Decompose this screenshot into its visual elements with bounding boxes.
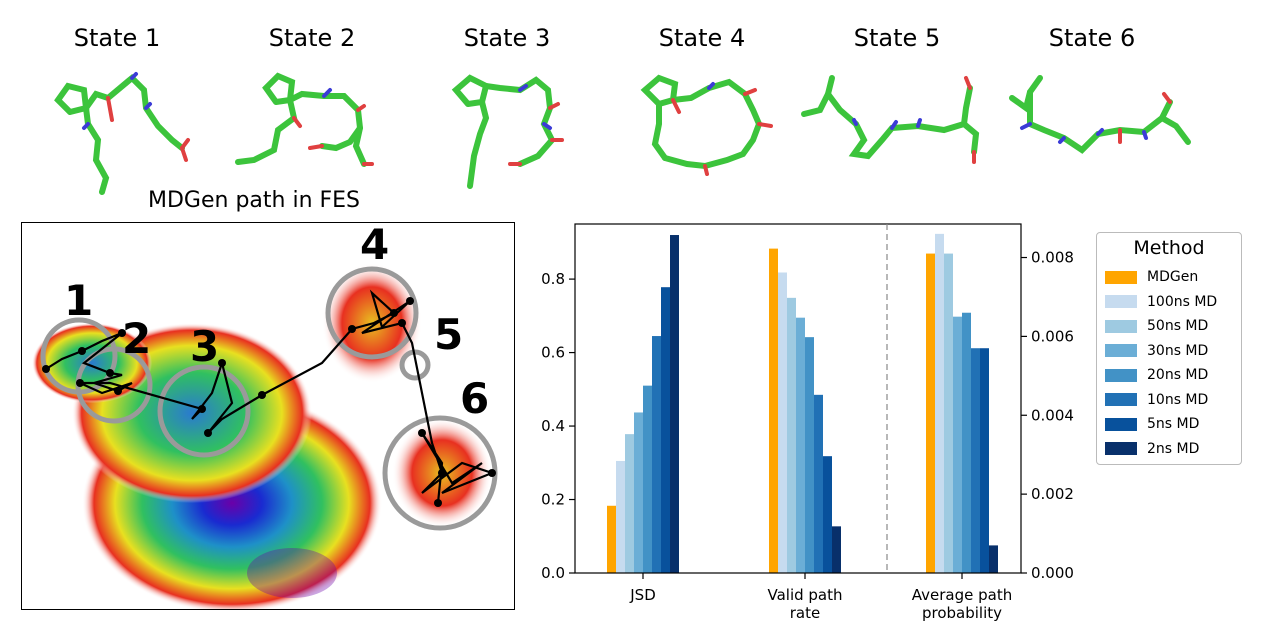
legend-swatch bbox=[1105, 442, 1137, 455]
left-tick-label: 0.8 bbox=[541, 270, 565, 288]
bar-50ns-md-2 bbox=[944, 253, 953, 573]
bar-2ns-md-0 bbox=[670, 235, 679, 573]
legend-swatch bbox=[1105, 368, 1137, 382]
legend-label: 10ns MD bbox=[1147, 391, 1209, 408]
bar-30ns-md-0 bbox=[634, 412, 643, 573]
molecule-state-4 bbox=[640, 74, 773, 176]
bar-5ns-md-2 bbox=[980, 348, 989, 573]
legend-label: 5ns MD bbox=[1147, 416, 1200, 432]
bar-100ns-md-1 bbox=[778, 272, 787, 573]
left-tick-label: 0.0 bbox=[541, 564, 565, 582]
bar-2ns-md-1 bbox=[832, 526, 841, 573]
left-tick-label: 0.2 bbox=[541, 491, 565, 509]
state-4-label: State 4 bbox=[658, 24, 746, 52]
legend-label: 100ns MD bbox=[1147, 293, 1218, 310]
bar-group bbox=[607, 233, 998, 573]
legend-item: MDGen bbox=[1105, 269, 1198, 285]
state-1-label: State 1 bbox=[73, 24, 161, 52]
right-tick-label: 0.006 bbox=[1031, 327, 1074, 345]
bar-30ns-md-1 bbox=[796, 317, 805, 573]
legend-item: 2ns MD bbox=[1105, 441, 1199, 457]
right-tick-label: 0.000 bbox=[1031, 564, 1074, 582]
bar-mdgen-0 bbox=[607, 505, 616, 573]
state-2-label: State 2 bbox=[268, 24, 356, 52]
category-label: JSD bbox=[629, 586, 656, 604]
fes-label-1: 1 bbox=[64, 276, 93, 325]
right-tick-label: 0.002 bbox=[1031, 485, 1074, 503]
path-points bbox=[42, 297, 496, 507]
fes-label-4: 4 bbox=[360, 223, 389, 269]
legend-swatch bbox=[1105, 344, 1137, 357]
fes-label-3: 3 bbox=[190, 322, 219, 371]
bar-5ns-md-1 bbox=[823, 456, 832, 573]
bar-50ns-md-0 bbox=[625, 434, 634, 573]
category-label: Average path bbox=[912, 586, 1012, 604]
bar-10ns-md-2 bbox=[971, 348, 980, 573]
fes-panel: 1 2 3 4 5 6 bbox=[21, 222, 515, 610]
fes-label-6: 6 bbox=[460, 374, 489, 423]
legend-swatch bbox=[1105, 270, 1137, 284]
category-label: probability bbox=[922, 604, 1002, 622]
bar-20ns-md-2 bbox=[962, 312, 971, 573]
legend-swatch bbox=[1105, 417, 1137, 431]
fes-landscape bbox=[32, 263, 492, 609]
molecule-state-1 bbox=[54, 72, 190, 195]
bar-mdgen-2 bbox=[926, 253, 935, 573]
bar-50ns-md-1 bbox=[787, 297, 796, 573]
fes-plot: 1 2 3 4 5 6 bbox=[32, 223, 498, 609]
legend-label: 2ns MD bbox=[1147, 440, 1200, 457]
legend-label: MDGen bbox=[1147, 269, 1199, 285]
left-axis-ticks: 0.0 0.2 0.4 0.6 0.8 bbox=[541, 270, 575, 582]
bar-mdgen-1 bbox=[769, 248, 778, 573]
state-6-label: State 6 bbox=[1048, 24, 1136, 52]
molecule-state-2 bbox=[235, 72, 374, 167]
fes-title: MDGen path in FES bbox=[148, 188, 361, 213]
mdgen-path bbox=[45, 289, 496, 504]
left-tick-label: 0.6 bbox=[541, 344, 565, 362]
molecule-state-5 bbox=[801, 75, 980, 164]
molecule-state-6 bbox=[1009, 75, 1191, 154]
bar-20ns-md-0 bbox=[643, 385, 652, 573]
state-5-label: State 5 bbox=[853, 24, 941, 52]
chart-axes bbox=[574, 223, 1022, 574]
legend-item: 10ns MD bbox=[1105, 392, 1208, 408]
legend-item: 30ns MD bbox=[1105, 343, 1208, 359]
fes-label-2: 2 bbox=[122, 314, 151, 363]
right-axis-ticks: 0.000 0.002 0.004 0.006 0.008 bbox=[1021, 249, 1074, 582]
category-label: rate bbox=[790, 604, 820, 622]
category-label: Valid path bbox=[767, 586, 842, 604]
bar-2ns-md-2 bbox=[989, 545, 998, 573]
legend-item: 5ns MD bbox=[1105, 416, 1199, 432]
legend-swatch bbox=[1105, 319, 1137, 333]
molecule-state-3 bbox=[451, 74, 564, 189]
legend-item: 100ns MD bbox=[1105, 294, 1217, 310]
legend-label: 30ns MD bbox=[1147, 342, 1209, 359]
right-tick-label: 0.008 bbox=[1031, 249, 1074, 267]
left-tick-label: 0.4 bbox=[541, 417, 565, 435]
legend-label: 50ns MD bbox=[1147, 318, 1209, 334]
bar-chart: 0.00.20.40.60.8 0.0000.0020.0040.0060.00… bbox=[541, 223, 1074, 622]
bar-100ns-md-0 bbox=[616, 460, 625, 573]
legend: Method MDGen 100ns MD 50ns MD 30ns MD 20ns M… bbox=[1096, 232, 1242, 465]
bar-20ns-md-1 bbox=[805, 337, 814, 573]
right-tick-label: 0.004 bbox=[1031, 406, 1074, 424]
bar-10ns-md-1 bbox=[814, 394, 823, 573]
bar-100ns-md-2 bbox=[935, 233, 944, 573]
legend-title: Method bbox=[1133, 237, 1205, 259]
legend-swatch bbox=[1105, 393, 1137, 406]
legend-label: 20ns MD bbox=[1147, 367, 1209, 383]
bar-30ns-md-2 bbox=[953, 316, 962, 573]
legend-item: 20ns MD bbox=[1105, 367, 1208, 383]
bar-10ns-md-0 bbox=[652, 336, 661, 573]
legend-swatch bbox=[1105, 295, 1137, 308]
bar-5ns-md-0 bbox=[661, 287, 670, 573]
state-3-label: State 3 bbox=[463, 24, 551, 52]
legend-item: 50ns MD bbox=[1105, 318, 1208, 334]
fes-label-5: 5 bbox=[434, 310, 463, 359]
